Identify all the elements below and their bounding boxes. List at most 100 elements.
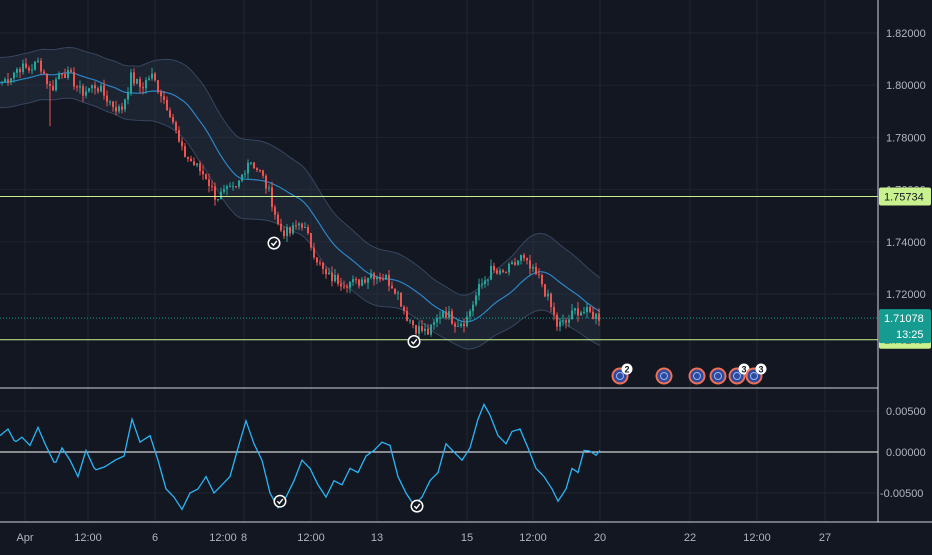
candle-body: [22, 63, 24, 73]
event-flag-icon[interactable]: [688, 367, 706, 385]
candle: [484, 276, 486, 288]
candle: [106, 90, 108, 107]
candle-body: [115, 107, 117, 112]
candle-body: [181, 141, 183, 147]
candle-body: [400, 292, 402, 307]
candle-body: [463, 323, 465, 327]
level-price-label-upper[interactable]: 1.75734: [879, 187, 931, 206]
candle-body: [376, 276, 378, 280]
candle-body: [538, 274, 540, 276]
candle: [55, 76, 57, 92]
candle-body: [37, 60, 39, 62]
event-flag-icon[interactable]: 2: [611, 363, 633, 385]
candle: [274, 204, 276, 220]
candle-body: [298, 223, 300, 226]
candle: [529, 254, 531, 275]
candle-body: [226, 186, 228, 190]
current-price-label[interactable]: 1.71078 13:25: [879, 309, 931, 344]
candle: [598, 308, 600, 326]
candle: [193, 157, 195, 166]
price-tick-label: 1.80000: [886, 80, 926, 92]
event-flag-icon[interactable]: 3: [728, 363, 750, 385]
candle-body: [4, 79, 6, 83]
oscillator-axis[interactable]: 0.00500 0.00000 -0.00500: [880, 406, 926, 500]
oscillator-pane[interactable]: [0, 402, 878, 511]
candle-body: [139, 79, 141, 88]
candle-body: [16, 68, 18, 73]
time-axis[interactable]: Apr 12:00 6 12:00 8 12:00 13 15 12:00 20…: [16, 532, 831, 544]
event-flag-icon[interactable]: [655, 367, 673, 385]
candle: [391, 281, 393, 289]
oscillator-line: [0, 402, 601, 511]
event-flag-icon[interactable]: [709, 367, 727, 385]
candle: [166, 96, 168, 111]
candle-body: [151, 73, 153, 79]
candle: [343, 280, 345, 290]
economic-events[interactable]: 2 3 3: [611, 363, 767, 385]
time-tick-label: 12:00: [74, 532, 102, 544]
candle-body: [247, 162, 249, 174]
candle-body: [574, 308, 576, 311]
candle-body: [355, 279, 357, 281]
candle-body: [328, 272, 330, 275]
candle: [478, 278, 480, 301]
candle: [46, 73, 48, 89]
candle: [151, 67, 153, 81]
candle-body: [403, 306, 405, 311]
candle: [481, 278, 483, 289]
price-axis[interactable]: 1.82000 1.80000 1.78000 1.76000 1.74000 …: [886, 28, 926, 301]
candle-body: [427, 328, 429, 335]
candle-body: [442, 311, 444, 318]
candle-body: [262, 170, 264, 176]
candle: [511, 260, 513, 265]
candle: [262, 169, 264, 179]
candle-body: [553, 307, 555, 315]
candle-body: [319, 262, 321, 264]
candle: [544, 283, 546, 298]
candle-body: [142, 87, 144, 89]
candle-body: [436, 318, 438, 323]
candle: [67, 66, 69, 80]
candle: [436, 314, 438, 328]
candle-body: [40, 60, 42, 72]
price-pane[interactable]: 2 3 3: [0, 46, 878, 385]
candle-body: [187, 156, 189, 159]
candle-body: [508, 263, 510, 273]
candle: [559, 317, 561, 332]
candles: [1, 57, 600, 339]
event-count-text: 3: [741, 365, 746, 375]
candle-body: [559, 321, 561, 327]
candle: [448, 306, 450, 320]
candle: [88, 87, 90, 93]
candle: [181, 137, 183, 151]
candle: [439, 311, 441, 324]
candle-body: [286, 227, 288, 237]
candle: [250, 161, 252, 166]
candle-body: [493, 265, 495, 271]
price-tick-label: 1.82000: [886, 28, 926, 40]
candle: [4, 77, 6, 83]
candle: [385, 274, 387, 280]
candle: [460, 321, 462, 328]
candle: [334, 269, 336, 283]
candle-body: [460, 323, 462, 326]
candle-body: [178, 130, 180, 142]
candle: [253, 162, 255, 170]
candle-body: [535, 266, 537, 275]
candle: [352, 275, 354, 286]
candle: [556, 312, 558, 331]
candle-body: [529, 260, 531, 269]
candle: [241, 174, 243, 183]
event-flag-icon[interactable]: 3: [745, 363, 767, 385]
candle-body: [55, 79, 57, 91]
candle-body: [205, 174, 207, 180]
candle-body: [145, 80, 147, 89]
candle: [73, 67, 75, 90]
candle: [316, 257, 318, 266]
candle: [277, 211, 279, 226]
candle-body: [430, 324, 432, 335]
candle: [148, 75, 150, 81]
candle-body: [541, 274, 543, 285]
